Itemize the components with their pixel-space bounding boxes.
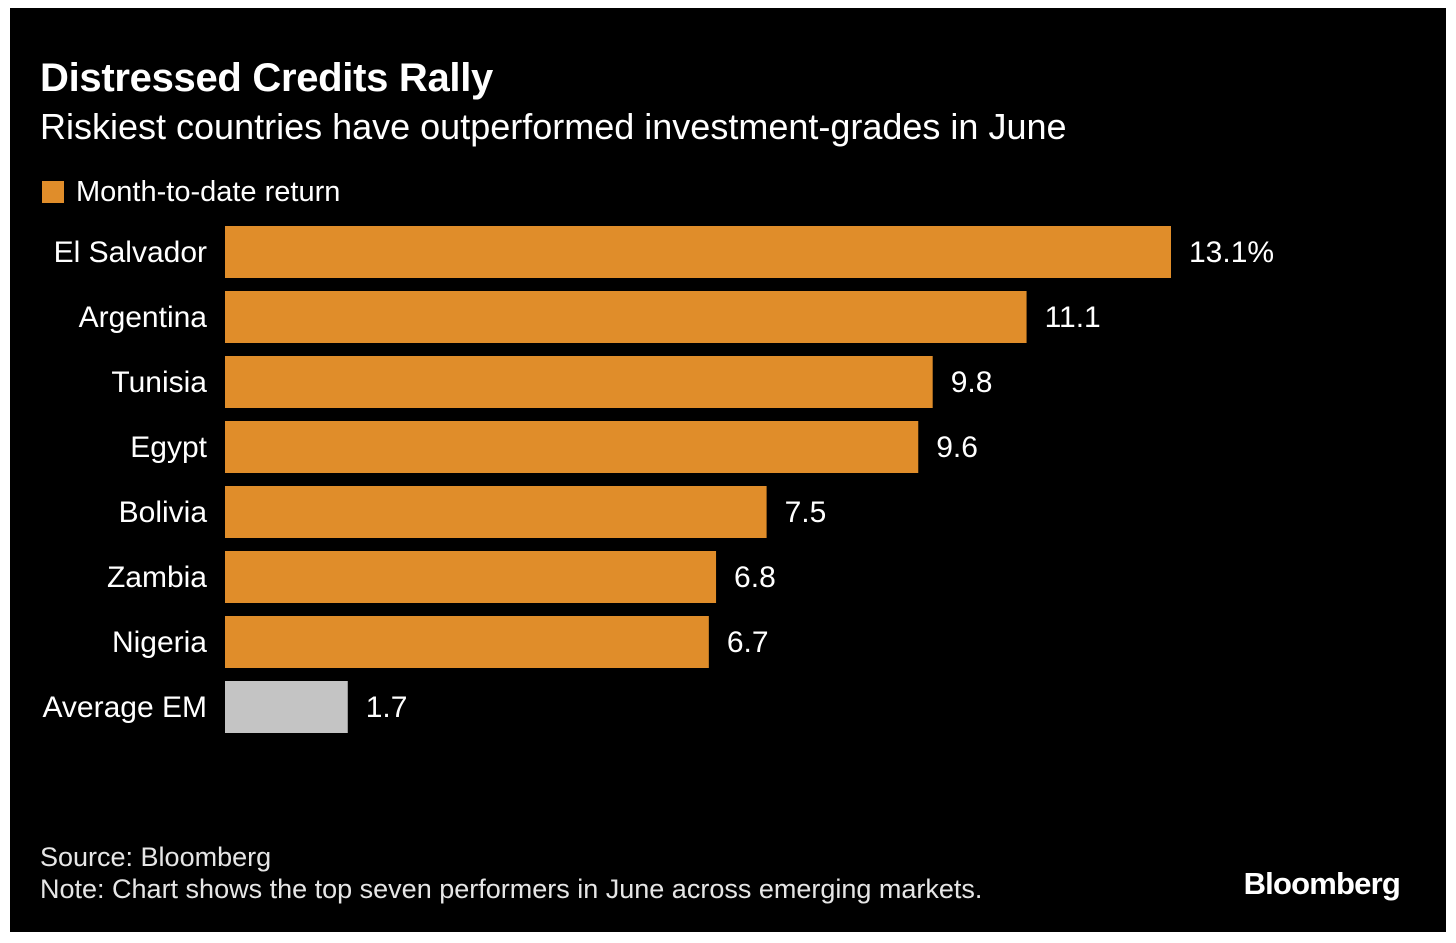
category-label: El Salvador	[54, 236, 207, 269]
value-label: 13.1%	[1189, 236, 1274, 269]
chart-panel: Distressed Credits Rally Riskiest countr…	[10, 8, 1446, 932]
footnote: Note: Chart shows the top seven performe…	[40, 874, 983, 904]
bar-bolivia	[225, 486, 767, 538]
category-label: Nigeria	[112, 626, 207, 659]
value-label: 11.1	[1045, 301, 1101, 334]
category-label: Argentina	[79, 301, 208, 334]
legend: Month-to-date return	[42, 176, 340, 208]
category-label: Tunisia	[111, 366, 207, 399]
chart-subtitle: Riskiest countries have outperformed inv…	[40, 106, 1067, 147]
value-label: 7.5	[785, 496, 827, 529]
value-label: 6.8	[734, 561, 776, 594]
bloomberg-logo: Bloomberg	[1243, 866, 1401, 901]
bar-chart: El Salvador 13.1% Argentina 11.1 Tunisia 9.8 E…	[42, 226, 1274, 733]
bar-argentina	[225, 291, 1027, 343]
category-label: Average EM	[42, 691, 207, 724]
source-note: Source: Bloomberg	[40, 842, 272, 872]
category-label: Bolivia	[119, 496, 208, 529]
value-label: 1.7	[366, 691, 408, 724]
chart-title: Distressed Credits Rally	[40, 56, 493, 100]
legend-swatch	[42, 181, 64, 203]
bar-zambia	[225, 551, 717, 603]
category-label: Egypt	[130, 431, 207, 464]
bar-egypt	[225, 421, 919, 473]
bar-tunisia	[225, 356, 933, 408]
value-label: 6.7	[727, 626, 769, 659]
bar-nigeria	[225, 616, 709, 668]
category-label: Zambia	[107, 561, 207, 594]
bar-el-salvador	[225, 226, 1171, 278]
value-label: 9.8	[951, 366, 993, 399]
bar-average-em	[225, 681, 348, 733]
value-label: 9.6	[936, 431, 978, 464]
legend-label: Month-to-date return	[76, 175, 341, 208]
